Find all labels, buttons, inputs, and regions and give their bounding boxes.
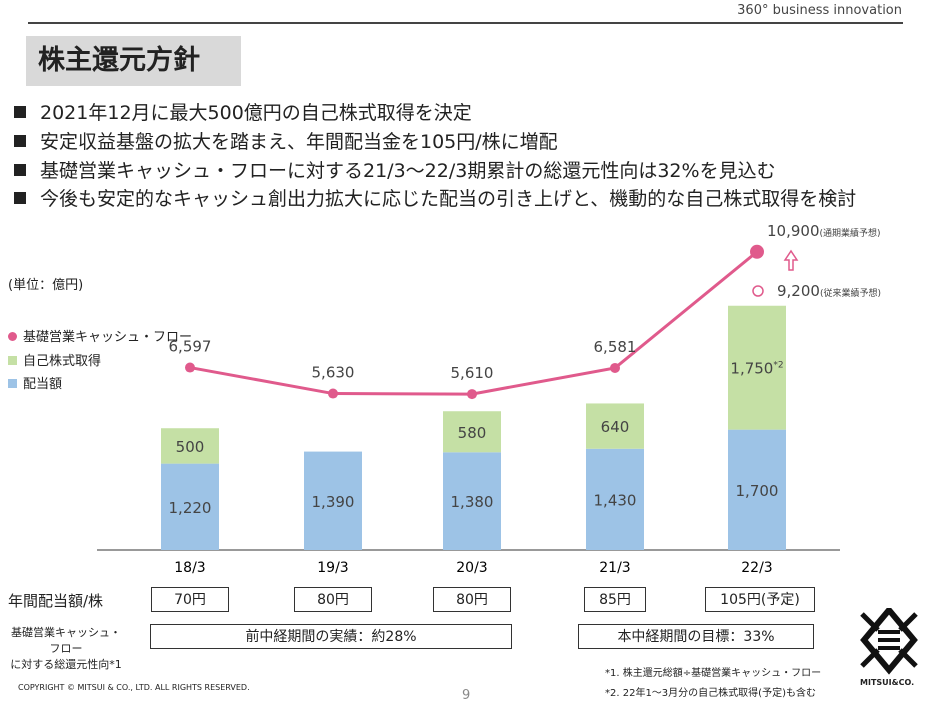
bar-buyback-label: 580 — [458, 424, 487, 442]
dividend-per-share: 80円 — [294, 587, 372, 612]
payout-target: 本中経期間の目標：33% — [578, 624, 814, 649]
line-point — [467, 389, 477, 400]
line-point-label: 5,630 — [312, 364, 355, 382]
payout-prev: 前中経期間の実績：約28% — [150, 624, 512, 649]
page-number: 9 — [462, 688, 471, 703]
unit-label: (単位：億円) — [8, 278, 84, 293]
line-point-label: 5,610 — [451, 364, 494, 382]
mitsui-logo-icon — [860, 608, 918, 675]
forecast-label: 10,900(通期業績予想) — [767, 222, 881, 240]
bar-dividend — [586, 448, 644, 550]
bar-dividend — [728, 429, 786, 550]
previous-forecast-marker — [752, 285, 764, 297]
dividend-label: 年間配当額/株 — [8, 592, 104, 610]
bar-dividend-label: 1,430 — [594, 491, 637, 509]
bar-dividend-label: 1,220 — [169, 499, 212, 517]
bullet: 安定収益基盤の拡大を踏まえ、年間配当金を105円/株に増配 — [14, 127, 558, 154]
legend-line: 基礎営業キャッシュ・フロー — [8, 326, 192, 345]
payout-label: 基礎営業キャッシュ・フロー に対する総還元性向*1 — [10, 626, 122, 671]
line-point-label: 6,597 — [169, 338, 212, 356]
line-point — [750, 244, 764, 259]
bar-dividend — [443, 452, 501, 550]
dividend-per-share: 80円 — [433, 587, 511, 612]
dividend-per-share: 85円 — [584, 587, 646, 612]
x-tick-label: 21/3 — [599, 560, 630, 576]
page-title: 株主還元方針 — [26, 36, 241, 86]
line-point — [185, 362, 195, 373]
tagline: 360° business innovation — [737, 3, 902, 18]
bar-buyback — [586, 403, 644, 449]
x-tick-label: 19/3 — [317, 560, 348, 576]
bullet: 2021年12月に最大500億円の自己株式取得を決定 — [14, 98, 472, 125]
bar-buyback — [161, 428, 219, 464]
bar-dividend-label: 1,380 — [451, 493, 494, 511]
dividend-per-share: 70円 — [151, 587, 229, 612]
x-tick-label: 20/3 — [456, 560, 487, 576]
footnote-1: *1. 株主還元総額÷基礎営業キャッシュ・フロー — [605, 668, 822, 679]
line-point — [610, 362, 620, 373]
bar-dividend — [161, 463, 219, 550]
bar-buyback-label: 1,750*2 — [730, 360, 783, 378]
bar-buyback-label: 500 — [176, 438, 205, 456]
bullet: 基礎営業キャッシュ・フローに対する21/3～22/3期累計の総還元性向は32%を… — [14, 156, 776, 183]
logo-text: MITSUI&CO. — [860, 678, 915, 687]
bar-dividend-label: 1,390 — [312, 493, 355, 511]
line-point-label: 6,581 — [594, 338, 637, 356]
up-arrow-icon — [783, 249, 799, 271]
bullet: 今後も安定的なキャッシュ創出力拡大に応じた配当の引き上げと、機動的な自己株式取得… — [14, 184, 856, 211]
copyright: COPYRIGHT © MITSUI & CO., LTD. ALL RIGHT… — [18, 683, 250, 692]
x-tick-label: 22/3 — [741, 560, 772, 576]
bar-buyback — [728, 305, 786, 430]
legend-dividend: 配当額 — [8, 373, 62, 392]
footnote-2: *2. 22年1～3月分の自己株式取得(予定)も含む — [605, 688, 816, 699]
dividend-per-share: 105円(予定) — [705, 587, 815, 612]
bar-dividend-label: 1,700 — [736, 482, 779, 500]
header-rule — [28, 22, 903, 24]
legend-buyback: 自己株式取得 — [8, 350, 101, 369]
bar-buyback — [443, 411, 501, 453]
x-tick-label: 18/3 — [174, 560, 205, 576]
previous-forecast-label: 9,200(従来業績予想) — [777, 282, 881, 300]
bar-buyback-label: 640 — [601, 418, 630, 436]
bar-dividend — [304, 451, 362, 550]
line-point — [328, 388, 338, 399]
